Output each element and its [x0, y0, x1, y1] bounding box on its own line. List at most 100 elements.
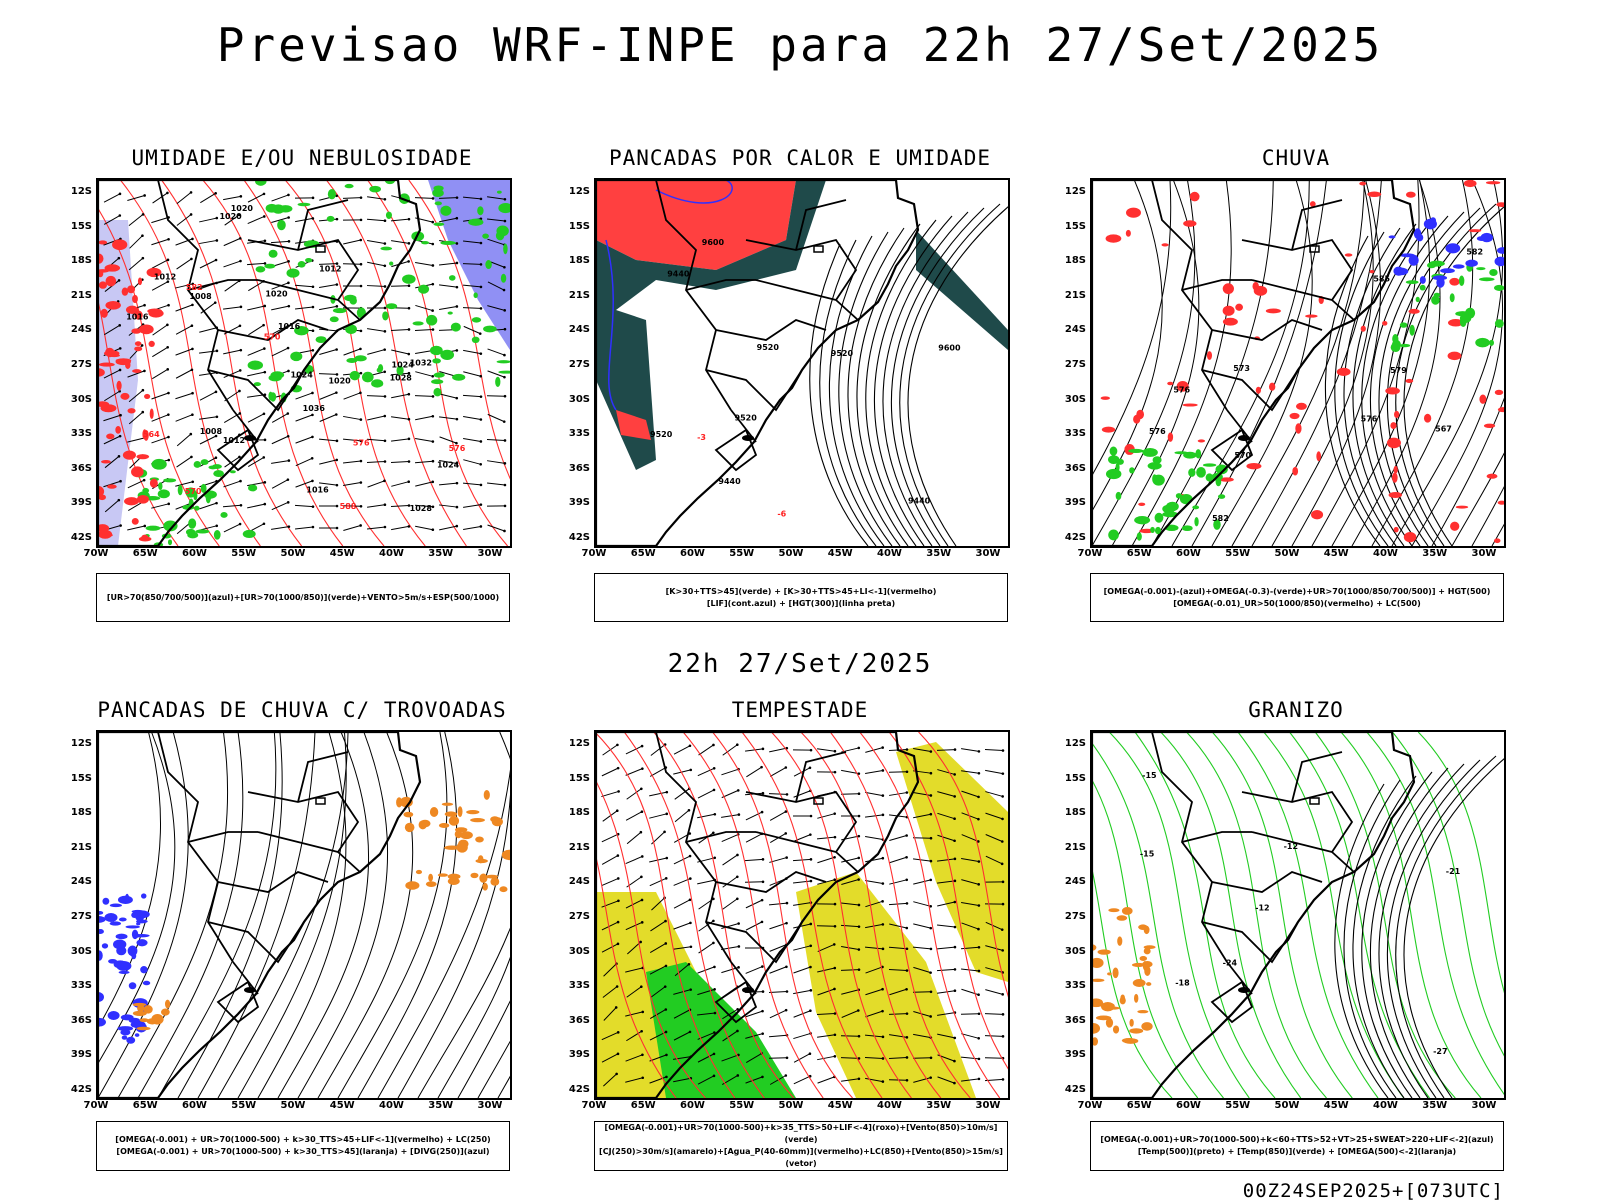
legend-line: [OMEGA(-0.01)_UR>50(1000/850)(vermelho) … — [1091, 598, 1503, 610]
wind-vector-head — [809, 1009, 812, 1012]
forecast-time-label: 22h 27/Set/2025 — [0, 649, 1600, 679]
wind-vector — [343, 240, 361, 244]
shaded-cell — [119, 971, 130, 974]
wind-vector-head — [480, 286, 483, 289]
shaded-cell — [305, 258, 312, 263]
wind-vector — [463, 395, 481, 396]
shaded-cell — [1152, 474, 1157, 483]
wind-vector — [367, 396, 385, 397]
wind-vector-head — [215, 217, 218, 220]
shaded-cell — [1105, 1007, 1121, 1010]
wind-vector-head — [190, 191, 193, 194]
wind-vector-head — [384, 503, 387, 506]
wind-vector — [985, 1014, 1003, 1015]
wind-vector-head — [617, 943, 620, 946]
wind-vector — [769, 748, 787, 752]
shaded-cell — [1445, 243, 1460, 253]
wind-vector — [817, 857, 834, 862]
shaded-cell — [1192, 505, 1199, 509]
streamline — [1232, 180, 1364, 546]
capital-marker — [1310, 798, 1319, 804]
shaded-cell — [165, 1000, 170, 1009]
wind-vector-head — [335, 391, 338, 394]
wind-vector — [225, 281, 240, 291]
wind-vector-head — [480, 263, 483, 266]
wind-vector-head — [978, 1078, 981, 1081]
shaded-cell — [1400, 322, 1408, 327]
wind-vector-head — [929, 1015, 932, 1018]
wind-vector-head — [617, 854, 620, 857]
wind-vector — [723, 855, 738, 865]
wind-vector-head — [264, 262, 267, 265]
longitude-tick-label: 30W — [968, 1100, 1008, 1111]
wind-vector-head — [312, 306, 315, 309]
wind-vector — [224, 524, 240, 532]
shaded-cell — [135, 341, 142, 346]
shaded-cell — [1134, 994, 1138, 1003]
shaded-cell — [132, 518, 139, 525]
contour-label: 582 — [1466, 248, 1483, 257]
wind-vector-head — [906, 1056, 909, 1059]
wind-vector — [319, 374, 337, 375]
shaded-cell — [496, 226, 508, 237]
wind-vector — [176, 415, 193, 422]
wind-vector-head — [785, 922, 788, 925]
wind-vector-head — [954, 880, 957, 883]
latitude-tick-label: 24S — [560, 876, 590, 887]
wind-vector — [176, 326, 192, 335]
wind-vector-head — [239, 369, 242, 372]
wind-vector — [697, 814, 715, 817]
wind-vector — [367, 262, 385, 266]
shaded-cell — [104, 913, 117, 922]
wind-vector — [224, 261, 241, 267]
wind-vector-head — [431, 481, 434, 484]
wind-vector — [271, 306, 289, 310]
wind-vector-head — [143, 525, 146, 528]
wind-vector-head — [240, 195, 243, 198]
wind-vector-head — [978, 970, 981, 973]
shaded-cell — [101, 404, 117, 412]
wind-vector-head — [432, 505, 435, 508]
wind-vector-head — [617, 1053, 620, 1056]
shaded-cell — [1387, 438, 1401, 449]
streamline — [198, 732, 315, 1098]
wind-vector-head — [640, 787, 643, 790]
longitude-tick-label: 35W — [919, 548, 959, 559]
wind-vector — [127, 195, 144, 200]
wind-vector-head — [641, 767, 644, 770]
wind-vector-head — [882, 923, 885, 926]
wind-vector — [721, 815, 739, 818]
streamline — [338, 732, 447, 1098]
shaded-cell — [431, 379, 443, 384]
shaded-cell — [1389, 235, 1396, 238]
shaded-cell — [1137, 532, 1142, 540]
longitude-tick-label: 40W — [870, 548, 910, 559]
wind-vector-head — [882, 1036, 885, 1039]
wind-vector-head — [190, 433, 193, 436]
wind-vector-head — [714, 813, 717, 816]
wind-vector — [224, 238, 240, 245]
shaded-cell — [254, 382, 261, 386]
longitude-tick-label: 65W — [1119, 1100, 1159, 1111]
shaded-cell — [428, 874, 433, 882]
wind-vector-head — [906, 947, 909, 950]
wind-vector-head — [480, 418, 483, 421]
wind-vector — [367, 329, 385, 332]
shaded-cell — [1305, 315, 1317, 318]
shaded-cell — [168, 539, 172, 545]
wind-vector — [439, 285, 457, 287]
country-border — [1182, 280, 1252, 290]
wind-vector-head — [616, 744, 619, 747]
wind-vector-head — [191, 413, 194, 416]
shaded-cell — [1142, 448, 1157, 457]
wind-vector-head — [930, 990, 933, 993]
latitude-tick-label: 18S — [1056, 807, 1086, 818]
wind-vector-head — [336, 440, 339, 443]
wind-vector — [130, 236, 143, 249]
shaded-cell — [1497, 247, 1504, 254]
wind-vector-head — [615, 1006, 618, 1009]
map-panel — [96, 730, 512, 1100]
panel-title: UMIDADE E/OU NEBULOSIDADE — [82, 146, 522, 170]
wind-vector — [415, 198, 433, 199]
wind-vector — [415, 305, 432, 310]
